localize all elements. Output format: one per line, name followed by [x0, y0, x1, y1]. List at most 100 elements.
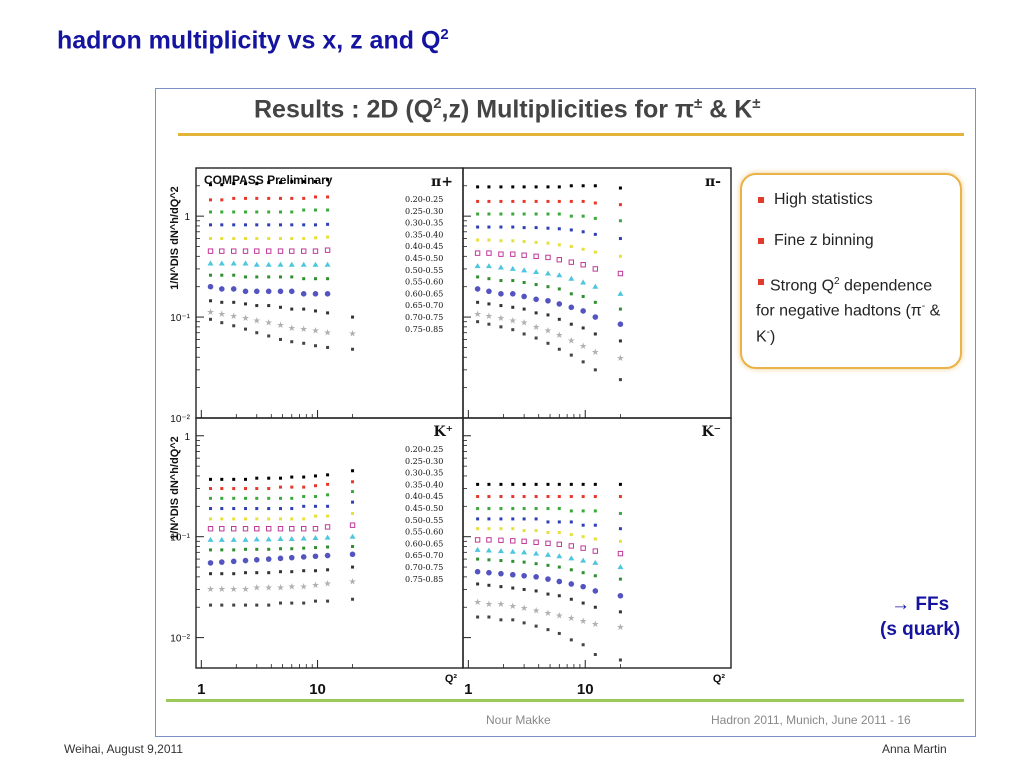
- data-point: [302, 196, 306, 200]
- data-point: [232, 182, 236, 186]
- data-point: [511, 618, 515, 622]
- data-point: [232, 572, 236, 576]
- data-point: ★: [532, 605, 540, 615]
- data-point: [326, 514, 330, 518]
- data-point: [618, 203, 622, 207]
- data-point: [592, 548, 599, 554]
- embedded-slide: Results : 2D (Q2,z) Multiplicities for π…: [155, 88, 976, 737]
- data-point: [618, 495, 622, 499]
- data-point: [557, 347, 561, 351]
- data-point: [255, 237, 259, 241]
- data-point: [476, 300, 480, 304]
- data-point: [618, 219, 622, 223]
- data-point: [581, 523, 585, 527]
- data-point: [351, 315, 355, 319]
- data-point: [267, 304, 271, 308]
- data-point: [522, 560, 526, 564]
- data-point: [313, 484, 317, 488]
- data-point: [546, 531, 550, 535]
- data-point: [312, 535, 319, 541]
- data-point: [232, 196, 236, 200]
- y-axis-label: 1/N^DIS dN^h/dQ^2: [169, 436, 181, 540]
- data-point: [324, 524, 331, 530]
- data-point: [232, 237, 236, 241]
- data-point: ★: [230, 311, 238, 321]
- legend-entry: 0.65-0.70: [405, 301, 443, 310]
- legend-entry: 0.75-0.85: [405, 325, 443, 334]
- data-point: [302, 307, 306, 311]
- legend-entry: 0.20-0.25: [405, 445, 443, 454]
- data-point: [534, 562, 538, 566]
- data-point: ★: [485, 311, 493, 321]
- legend-entry: 0.70-0.75: [405, 313, 443, 322]
- data-point: [544, 551, 551, 557]
- legend-entry: 0.20-0.25: [405, 195, 443, 204]
- data-point: [486, 537, 492, 543]
- data-point: [209, 496, 213, 500]
- data-point: [546, 628, 550, 632]
- data-point: ★: [474, 309, 482, 319]
- data-point: [253, 557, 260, 563]
- data-point: [546, 185, 550, 189]
- data-point: [267, 334, 271, 338]
- data-point: [313, 495, 317, 499]
- data-point: [521, 549, 528, 555]
- data-point: [618, 339, 622, 343]
- data-point: [207, 526, 214, 532]
- data-point: [592, 559, 599, 565]
- data-point: [220, 496, 224, 500]
- data-point: ★: [579, 341, 587, 351]
- gold-divider: [178, 133, 964, 136]
- data-point: [244, 210, 248, 214]
- data-point: [476, 199, 480, 203]
- data-point: [220, 321, 224, 325]
- data-point: [255, 331, 259, 335]
- data-point: [568, 581, 575, 587]
- data-point: [534, 185, 538, 189]
- data-point: [290, 340, 294, 344]
- data-point: [255, 196, 259, 200]
- data-point: [209, 273, 213, 277]
- data-point: [499, 225, 503, 229]
- data-point: [326, 208, 330, 212]
- ffs-note-line2: (s quark): [880, 619, 961, 640]
- data-point: [569, 228, 573, 232]
- data-point: [499, 239, 503, 243]
- data-point: [290, 547, 294, 551]
- data-point: [253, 288, 260, 295]
- data-point: [569, 597, 573, 601]
- data-point: [312, 248, 319, 254]
- data-point: [290, 485, 294, 489]
- data-point: [326, 311, 330, 315]
- data-point: ★: [616, 353, 624, 363]
- data-point: [487, 583, 491, 587]
- legend-entry: 0.45-0.50: [405, 504, 443, 513]
- callout-item-q2-dependence: Strong Q2 dependence for negative hadton…: [756, 271, 952, 347]
- data-point: [522, 495, 526, 499]
- data-point: [255, 210, 259, 214]
- data-point: [218, 286, 225, 292]
- data-point: [476, 507, 480, 511]
- data-point: [592, 588, 599, 594]
- data-point: [265, 556, 272, 562]
- x-tick-label: 10: [309, 681, 326, 698]
- legend-entry: 0.60-0.65: [405, 289, 443, 298]
- data-point: [617, 564, 624, 570]
- data-point: [581, 482, 585, 486]
- data-point: [244, 603, 248, 607]
- data-point: [266, 526, 272, 532]
- data-point: [476, 517, 480, 521]
- data-point: [267, 237, 271, 241]
- data-point: [521, 267, 528, 273]
- data-point: [487, 482, 491, 486]
- data-point: ★: [218, 309, 226, 319]
- data-point: [511, 212, 515, 216]
- data-point: [255, 571, 259, 575]
- data-point: [511, 586, 515, 590]
- data-point: [557, 185, 561, 189]
- data-point: [593, 482, 597, 486]
- data-point: [580, 545, 586, 551]
- data-point: [569, 638, 573, 642]
- data-point: [254, 248, 260, 254]
- data-point: ★: [276, 320, 284, 330]
